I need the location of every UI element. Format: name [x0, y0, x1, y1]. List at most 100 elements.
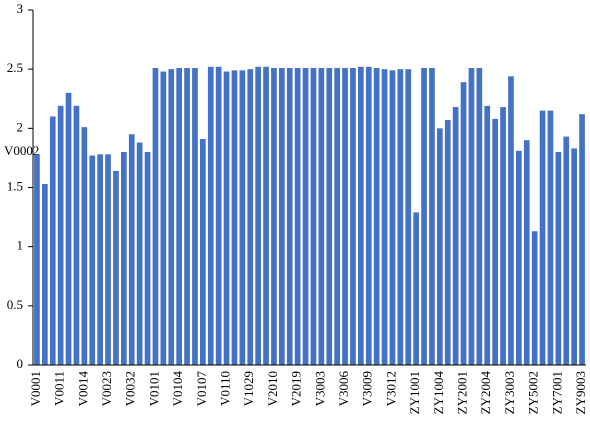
x-tick-label: V3012: [383, 371, 398, 406]
bar: [476, 67, 483, 365]
bar: [500, 107, 506, 366]
bar: [136, 142, 143, 365]
x-tick-label: V0011: [52, 371, 67, 406]
bar: [113, 170, 119, 365]
bar: [563, 136, 570, 365]
bar: [318, 67, 325, 365]
bar: [389, 70, 396, 365]
bar: [523, 140, 530, 365]
bar: [105, 154, 111, 365]
x-tick-label: V2019: [289, 371, 304, 406]
bar: [460, 82, 467, 365]
bar: [271, 67, 277, 365]
bar: [358, 66, 364, 366]
bar: [397, 69, 404, 366]
x-tick-label: ZY2004: [478, 371, 493, 415]
x-tick-label: ZY1004: [431, 371, 446, 415]
bar: [468, 67, 475, 365]
bar: [492, 118, 498, 365]
x-tick-label: V3006: [336, 371, 351, 407]
bar: [223, 71, 230, 366]
bar: [34, 154, 40, 365]
bar: [176, 67, 182, 365]
bar: [73, 105, 80, 365]
x-tick-label: V0107: [194, 371, 209, 407]
bar: [239, 70, 246, 365]
bar: [294, 67, 301, 365]
x-tick-label: V1029: [241, 371, 256, 406]
x-tick-label: ZY9003: [573, 371, 588, 414]
bar: [437, 128, 443, 365]
x-tick-label: ZY2001: [455, 371, 470, 414]
x-tick-label: V2010: [265, 371, 280, 406]
bar: [539, 110, 546, 365]
bar: [373, 67, 380, 365]
bar: [184, 67, 190, 365]
bar: [247, 69, 254, 366]
bar: [302, 67, 309, 365]
x-tick-label: ZY7001: [549, 371, 564, 414]
x-tick-label: V0014: [75, 371, 90, 407]
bar: [444, 120, 451, 365]
x-tick-label: V3003: [312, 371, 327, 406]
bar: [310, 67, 317, 365]
bar: [342, 67, 348, 365]
x-tick-label: V0032: [123, 371, 138, 406]
annotation: V0002: [4, 143, 39, 158]
bar: [81, 127, 88, 366]
y-tick-label: 0: [17, 356, 24, 371]
bar: [121, 152, 127, 365]
bar: [152, 67, 159, 365]
bar: [128, 134, 135, 365]
bar: [405, 69, 412, 366]
bar: [215, 66, 222, 366]
bar: [555, 152, 562, 365]
bar: [334, 67, 340, 365]
bar: [429, 67, 435, 365]
bar: [97, 154, 103, 365]
x-tick-label: ZY3003: [502, 371, 517, 414]
y-tick-label: 2.5: [7, 60, 23, 75]
bar: [231, 70, 238, 365]
bar: [531, 231, 538, 365]
x-tick-label: V3009: [360, 371, 375, 406]
bar: [255, 66, 261, 366]
x-tick-label: ZY5002: [526, 371, 541, 414]
bar: [42, 183, 48, 365]
bar: [579, 114, 585, 365]
bar: [57, 105, 64, 365]
bar: [263, 66, 269, 366]
bar: [207, 66, 214, 366]
bar: [381, 69, 388, 366]
bar: [421, 67, 427, 365]
bar: [516, 150, 522, 365]
bar: [484, 105, 491, 365]
bar: [350, 67, 356, 365]
bar: [547, 110, 554, 365]
bar: [160, 71, 167, 366]
bar: [413, 212, 419, 365]
bar: [508, 76, 514, 366]
bar: [200, 138, 206, 365]
y-tick-label: 0.5: [7, 297, 23, 312]
bar: [279, 67, 285, 365]
bar: [89, 155, 96, 365]
bar: [49, 116, 56, 365]
x-tick-label: V0104: [170, 371, 185, 407]
bar: [286, 67, 293, 365]
x-tick-label: V0023: [99, 371, 114, 406]
bar: [144, 152, 151, 365]
y-tick-label: 3: [17, 1, 24, 16]
x-tick-label: ZY1001: [407, 371, 422, 414]
bar: [365, 66, 372, 366]
x-tick-label: V0001: [28, 371, 43, 406]
y-tick-label: 1.5: [7, 178, 23, 193]
x-tick-label: V0101: [146, 371, 161, 406]
bar: [571, 148, 577, 365]
x-tick-label: V0110: [218, 371, 233, 406]
bar: [452, 107, 459, 366]
bar: [65, 92, 72, 365]
y-tick-label: 1: [17, 238, 24, 253]
bar: [326, 67, 333, 365]
